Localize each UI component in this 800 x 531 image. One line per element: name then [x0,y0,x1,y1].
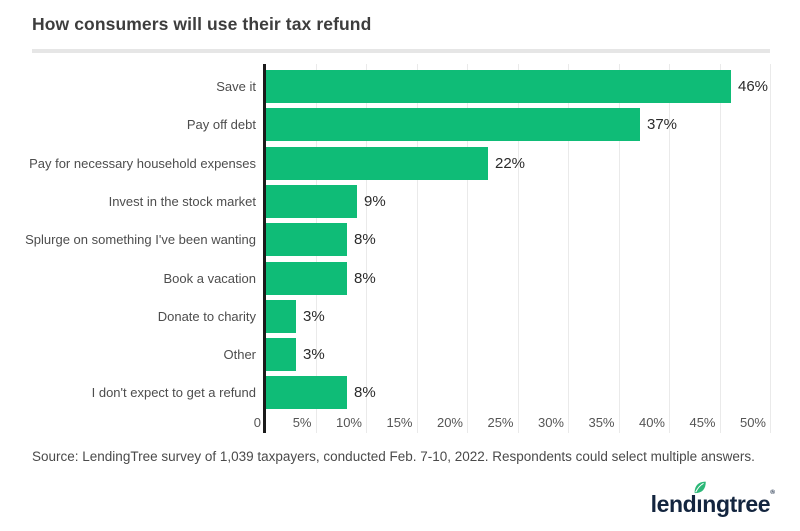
x-tick-label: 50% [739,415,766,430]
bar-row: Save it 46% [0,70,800,103]
bar-row: Splurge on something I've been wanting 8% [0,223,800,256]
value-label: 3% [303,346,325,363]
value-label: 9% [364,193,386,210]
bar [266,376,347,409]
bar [266,338,296,371]
category-label: Pay for necessary household expenses [29,156,256,171]
bar [266,70,731,103]
bar [266,300,296,333]
x-gridline [568,64,569,433]
value-label: 8% [354,231,376,248]
chart-title: How consumers will use their tax refund [32,14,372,34]
lendingtree-logo: lend ıngtree® [650,481,775,523]
category-label: Other [223,347,256,362]
x-gridline [618,64,620,433]
value-label: 8% [354,384,376,401]
bar-row: Other 3% [0,338,800,371]
bar [266,185,357,218]
registered-mark: ® [770,489,775,496]
category-label: Splurge on something I've been wanting [25,232,256,247]
bar-row: Pay for necessary household expenses 22% [0,147,800,180]
category-label: Donate to charity [157,309,256,324]
x-gridline [669,64,670,433]
value-label: 46% [738,78,769,95]
category-label: Pay off debt [186,117,256,132]
x-tick-label: 10% [335,415,362,430]
category-label: I don't expect to get a refund [91,385,256,400]
x-tick-label: 15% [386,415,413,430]
x-tick-label: 45% [689,415,716,430]
value-label: 37% [647,116,678,133]
value-label: 22% [495,155,526,172]
bar-row: I don't expect to get a refund 8% [0,376,800,409]
x-tick-label: 0 [253,415,261,430]
bar [266,223,347,256]
category-label: Save it [216,79,256,94]
value-label: 3% [303,308,325,325]
category-label: Book a vacation [163,271,256,286]
x-tick-label: 40% [638,415,665,430]
x-gridline [366,64,367,433]
x-gridline [416,64,418,433]
x-gridline [770,64,771,433]
bar-row: Invest in the stock market 9% [0,185,800,218]
x-gridline [467,64,468,433]
x-gridline [719,64,721,433]
x-tick-label: 20% [436,415,463,430]
x-tick-label: 30% [537,415,564,430]
x-tick-label: 35% [588,415,615,430]
bar-row: Book a vacation 8% [0,262,800,295]
x-tick-label: 25% [487,415,514,430]
source-note: Source: LendingTree survey of 1,039 taxp… [32,449,755,464]
category-label: Invest in the stock market [108,194,256,209]
logo-letter-i: ı [694,481,707,518]
bar-row: Donate to charity 3% [0,300,800,333]
bar-row: Pay off debt 37% [0,108,800,141]
logo-text-tail: ngtree [702,491,771,517]
title-divider [32,49,770,53]
value-label: 8% [354,270,376,287]
bar [266,262,347,295]
x-gridline [517,64,519,433]
leaf-icon [694,481,707,494]
y-axis-line [263,64,266,433]
bar [266,108,640,141]
x-tick-label: 5% [292,415,312,430]
bar [266,147,488,180]
logo-text-lead: lend [650,491,697,517]
